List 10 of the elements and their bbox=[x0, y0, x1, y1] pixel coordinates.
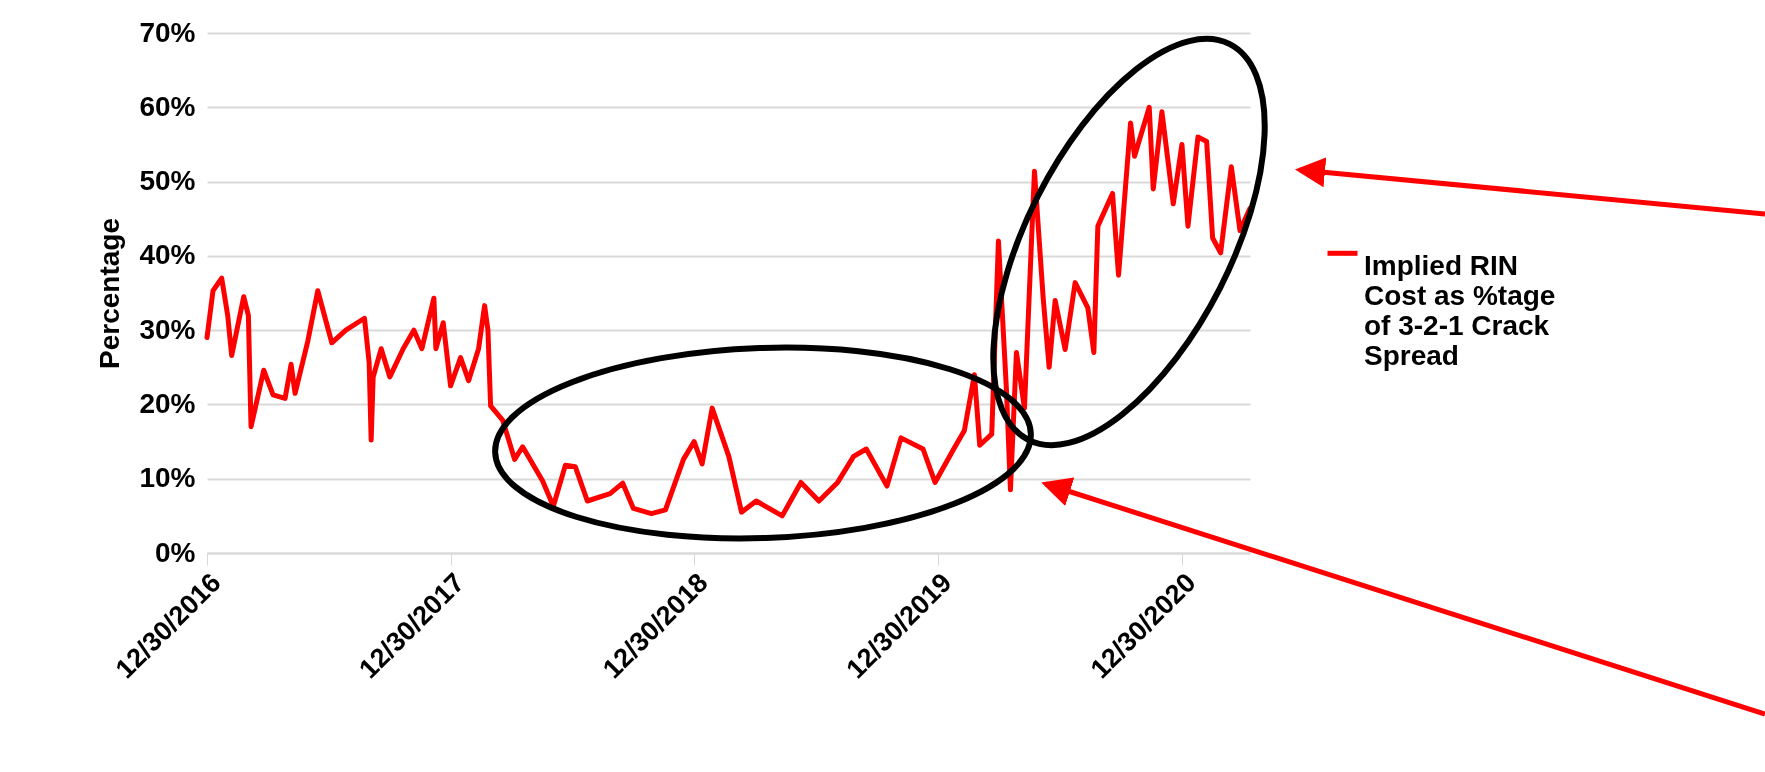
y-tick-label: 50% bbox=[139, 165, 196, 197]
y-tick-label: 20% bbox=[139, 387, 196, 419]
y-tick-label: 10% bbox=[139, 462, 196, 494]
legend-label: Implied RIN Cost as %tage of 3-2-1 Crack Spread bbox=[1364, 250, 1556, 372]
y-tick-label: 60% bbox=[139, 90, 196, 122]
y-axis-title: Percentage bbox=[94, 218, 126, 369]
y-tick-label: 70% bbox=[139, 16, 196, 48]
y-tick-label: 40% bbox=[139, 239, 196, 271]
y-tick-label: 0% bbox=[155, 536, 196, 568]
y-tick-label: 30% bbox=[139, 313, 196, 345]
